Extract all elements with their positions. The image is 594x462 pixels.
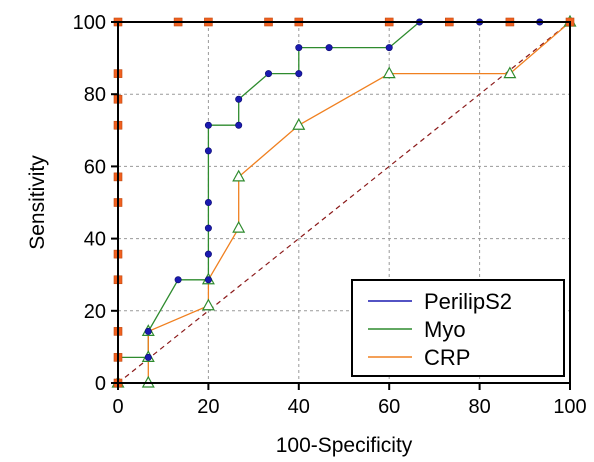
x-tick-label-5: 100 — [553, 396, 586, 418]
myo-point-14 — [295, 70, 303, 78]
myo-point-9 — [204, 147, 212, 155]
reference-diagonal — [117, 21, 571, 384]
y-tick-label-4: 80 — [84, 84, 106, 106]
crp-point-9 — [382, 66, 396, 79]
myo-point-13 — [265, 70, 273, 78]
crp-point-10 — [503, 66, 517, 79]
myo-point-12 — [235, 95, 243, 103]
y-axis-title: Sensitivity — [26, 155, 49, 250]
myo-point-10 — [204, 121, 212, 129]
x-tick-label-4: 80 — [468, 396, 490, 418]
myo-point-4 — [174, 276, 182, 284]
y-tick-label-2: 40 — [84, 229, 106, 251]
crp-point-6 — [232, 220, 246, 233]
x-tick-label-1: 20 — [197, 396, 219, 418]
y-tick-label-1: 20 — [84, 301, 106, 323]
myo-point-15 — [295, 44, 303, 52]
y-tick-label-5: 100 — [73, 12, 106, 34]
myo-point-8 — [204, 199, 212, 207]
x-axis-title: 100-Specificity — [276, 434, 413, 457]
myo-point-7 — [204, 224, 212, 232]
myo-point-16 — [325, 44, 333, 52]
legend-label-perilips2: PerilipS2 — [424, 289, 512, 314]
x-tick-label-2: 40 — [288, 396, 310, 418]
y-tick-label-3: 60 — [84, 156, 106, 178]
myo-point-17 — [385, 44, 393, 52]
legend-box — [351, 279, 565, 377]
crp-point-8 — [292, 118, 306, 130]
myo-point-5 — [204, 276, 212, 284]
myo-point-3 — [144, 327, 152, 335]
x-tick-label-3: 60 — [378, 396, 400, 418]
crp-point-4 — [201, 298, 215, 311]
myo-point-11 — [235, 121, 243, 129]
series-line-myo — [117, 21, 570, 383]
axis-ticks: 0 20 40 60 80 100 0 20 40 60 80 100 — [73, 12, 587, 418]
legend: PerilipS2 Myo CRP — [351, 279, 565, 377]
myo-point-2 — [144, 353, 152, 361]
legend-label-myo: Myo — [424, 317, 466, 342]
myo-point-6 — [204, 250, 212, 258]
plot-frame — [117, 21, 571, 384]
crp-point-7 — [232, 169, 246, 182]
legend-label-crp: CRP — [424, 345, 470, 370]
y-tick-label-0: 0 — [95, 373, 106, 395]
x-tick-label-0: 0 — [112, 396, 123, 418]
